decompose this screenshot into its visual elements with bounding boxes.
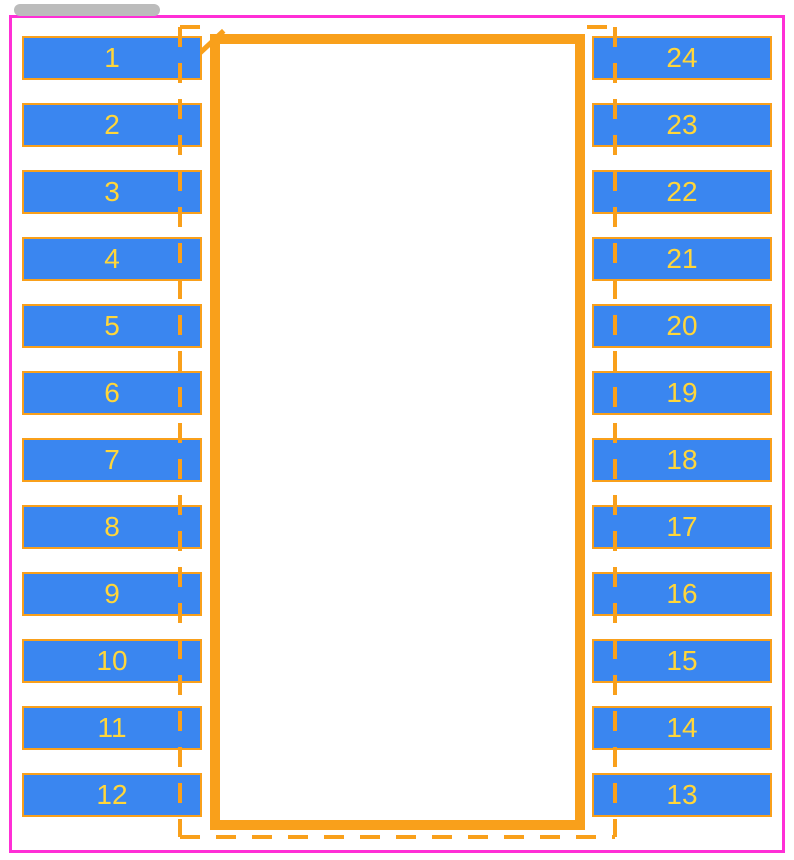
- pin-5-label: 5: [104, 310, 120, 342]
- pin-18-label: 18: [666, 444, 697, 476]
- pin-20: 20: [592, 304, 772, 348]
- pin-14: 14: [592, 706, 772, 750]
- pin-13-label: 13: [666, 779, 697, 811]
- pin-2: 2: [22, 103, 202, 147]
- pin-10: 10: [22, 639, 202, 683]
- pin-9: 9: [22, 572, 202, 616]
- pin-8: 8: [22, 505, 202, 549]
- pin-4: 4: [22, 237, 202, 281]
- pin-24-label: 24: [666, 42, 697, 74]
- pin-7-label: 7: [104, 444, 120, 476]
- pin-18: 18: [592, 438, 772, 482]
- pin-3-label: 3: [104, 176, 120, 208]
- pin-20-label: 20: [666, 310, 697, 342]
- pin-12-label: 12: [96, 779, 127, 811]
- pin-5: 5: [22, 304, 202, 348]
- footprint-canvas: 123456789101112242322212019181716151413: [0, 0, 794, 860]
- pin-4-label: 4: [104, 243, 120, 275]
- pin-11-label: 11: [97, 712, 126, 744]
- pin-2-label: 2: [104, 109, 120, 141]
- pin-1-label: 1: [104, 42, 120, 74]
- package-body-inner: [210, 34, 585, 830]
- pin-23-label: 23: [666, 109, 697, 141]
- pin-3: 3: [22, 170, 202, 214]
- pin-22-label: 22: [666, 176, 697, 208]
- pin-21: 21: [592, 237, 772, 281]
- pin-6: 6: [22, 371, 202, 415]
- pin-19: 19: [592, 371, 772, 415]
- pin-21-label: 21: [666, 243, 697, 275]
- pin-12: 12: [22, 773, 202, 817]
- pin-16-label: 16: [666, 578, 697, 610]
- pin-15-label: 15: [666, 645, 697, 677]
- pin-22: 22: [592, 170, 772, 214]
- pin-11: 11: [22, 706, 202, 750]
- pin-17: 17: [592, 505, 772, 549]
- pin-14-label: 14: [666, 712, 697, 744]
- pin-6-label: 6: [104, 377, 120, 409]
- pin1-silkscreen-bar: [14, 4, 160, 16]
- pin-15: 15: [592, 639, 772, 683]
- pin-9-label: 9: [104, 578, 120, 610]
- pin-10-label: 10: [96, 645, 127, 677]
- pin-16: 16: [592, 572, 772, 616]
- pin-8-label: 8: [104, 511, 120, 543]
- pin-23: 23: [592, 103, 772, 147]
- pin-7: 7: [22, 438, 202, 482]
- pin-13: 13: [592, 773, 772, 817]
- pin-24: 24: [592, 36, 772, 80]
- pin-17-label: 17: [666, 511, 697, 543]
- pin-19-label: 19: [666, 377, 697, 409]
- pin-1: 1: [22, 36, 202, 80]
